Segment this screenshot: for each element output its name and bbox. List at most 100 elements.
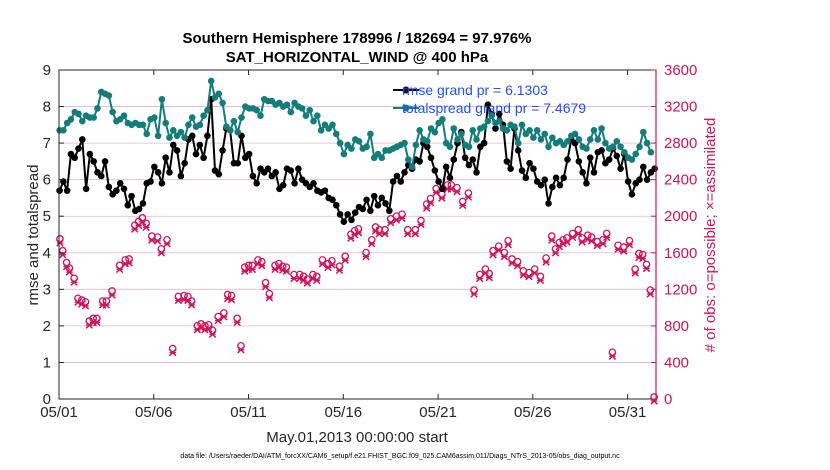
chart-title-line-1: Southern Hemisphere 178996 / 182694 = 97…	[183, 30, 532, 47]
totalspread-point	[628, 156, 636, 163]
y-left-tick-label: 3	[43, 281, 51, 298]
y-left-tick-label: 7	[43, 135, 51, 152]
totalspread-point	[526, 127, 533, 134]
totalspread-point	[188, 114, 196, 121]
rmse-point	[204, 132, 211, 140]
rmse-point	[86, 150, 94, 158]
rmse-point	[397, 178, 405, 185]
totalspread-point	[355, 137, 363, 145]
totalspread-point	[632, 150, 640, 158]
obs-assimilated-marker	[93, 318, 101, 327]
totalspread-point	[219, 99, 226, 107]
rmse-point	[374, 201, 382, 209]
totalspread-point	[404, 156, 412, 163]
totalspread-point	[226, 127, 234, 134]
rmse-point	[624, 178, 632, 185]
rmse-point	[279, 181, 287, 189]
rmse-point	[495, 110, 503, 118]
data-file-footnote: data file: /Users/raeder/DAI/ATM_forcXX/…	[180, 453, 620, 460]
totalspread-point	[348, 145, 355, 152]
y-right-tick-label: 2000	[664, 208, 697, 225]
totalspread-point	[67, 116, 75, 123]
obs-assimilated-marker	[204, 325, 213, 333]
y-left-tick-label: 1	[43, 354, 51, 371]
totalspread-point	[564, 137, 571, 145]
totalspread-point	[340, 150, 348, 158]
totalspread-point	[503, 127, 511, 134]
rmse-point	[245, 150, 253, 158]
totalspread-point	[643, 139, 651, 147]
chart-title-line-2: SAT_HORIZONTAL_WIND @ 400 hPa	[226, 49, 489, 66]
obs-assimilated-marker	[70, 278, 78, 286]
totalspread-point	[583, 145, 590, 152]
y-right-tick-label: 1200	[664, 281, 697, 298]
obs-assimilated-marker	[56, 239, 64, 247]
obs-assimilated-marker	[625, 240, 634, 249]
rmse-point	[431, 167, 439, 174]
obs-assimilated-marker	[328, 261, 336, 269]
x-tick-label: 05/06	[135, 404, 173, 421]
y-axis-right-label: # of obs: o=possible; ×=assimilated	[702, 118, 719, 353]
totalspread-point	[143, 130, 151, 138]
y-axis-left: 0 1 2 3 4 5 6 7 8 9	[43, 62, 64, 408]
rmse-point	[575, 158, 583, 165]
rmse-point	[173, 147, 181, 154]
y-left-tick-label: 2	[43, 318, 51, 335]
legend-label: rmse grand pr = 6.1303	[402, 82, 548, 98]
obs-assimilated-marker	[282, 267, 291, 275]
totalspread-point	[594, 136, 602, 143]
rmse-point	[643, 176, 651, 183]
obs-assimilated-marker	[631, 269, 639, 277]
obs-assimilated-marker	[587, 237, 596, 245]
obs-assimilated-marker	[536, 276, 545, 285]
totalspread-point	[215, 90, 223, 98]
rmse-point	[401, 169, 408, 176]
totalspread-point	[283, 101, 291, 109]
obs-assimilated-marker	[138, 218, 147, 226]
y-right-tick-label: 0	[664, 391, 672, 408]
totalspread-point	[94, 105, 101, 112]
totalspread-point	[450, 125, 458, 132]
obs-assimilated-marker	[81, 302, 90, 310]
obs-assimilated-marker	[563, 238, 571, 246]
rmse-point	[264, 165, 272, 172]
obs-assimilated-marker	[458, 201, 467, 210]
y-right-tick-label: 2400	[664, 172, 697, 189]
rmse-point	[56, 187, 63, 194]
rmse-point	[272, 169, 279, 176]
rmse-point	[113, 187, 120, 194]
rmse-point	[480, 139, 488, 147]
rmse-point	[442, 163, 450, 171]
rmse-point	[287, 167, 295, 174]
obs-assimilated-marker	[265, 294, 274, 302]
totalspread-point	[287, 108, 295, 116]
rmse-point	[340, 218, 348, 226]
rmse-point	[166, 169, 173, 176]
totalspread-point	[185, 121, 192, 129]
totalspread-point	[408, 163, 416, 171]
obs-assimilated-marker	[303, 279, 312, 287]
rmse-point	[416, 158, 423, 165]
totalspread-point	[367, 130, 374, 138]
rmse-point	[484, 101, 492, 109]
rmse-point	[492, 125, 499, 132]
totalspread-point	[329, 121, 336, 129]
rmse-point	[169, 141, 177, 149]
y-right-tick-label: 800	[664, 318, 689, 335]
obs-assimilated-marker	[470, 290, 478, 298]
y-left-tick-label: 6	[43, 172, 51, 189]
totalspread-point	[446, 143, 454, 151]
rmse-point	[613, 152, 621, 160]
obs-assimilated-marker	[335, 266, 344, 275]
rmse-point	[234, 159, 242, 167]
rmse-point	[200, 154, 207, 162]
obs-assimilated-marker	[542, 258, 550, 266]
rmse-point	[90, 158, 97, 165]
rmse-point	[640, 163, 647, 171]
rmse-point	[522, 174, 530, 182]
y-axis-left-label: rmse and totalspread	[25, 165, 42, 306]
rmse-point	[518, 167, 526, 174]
rmse-point	[158, 180, 166, 187]
rmse-point	[439, 185, 446, 193]
obs-assimilated-marker	[290, 274, 298, 283]
